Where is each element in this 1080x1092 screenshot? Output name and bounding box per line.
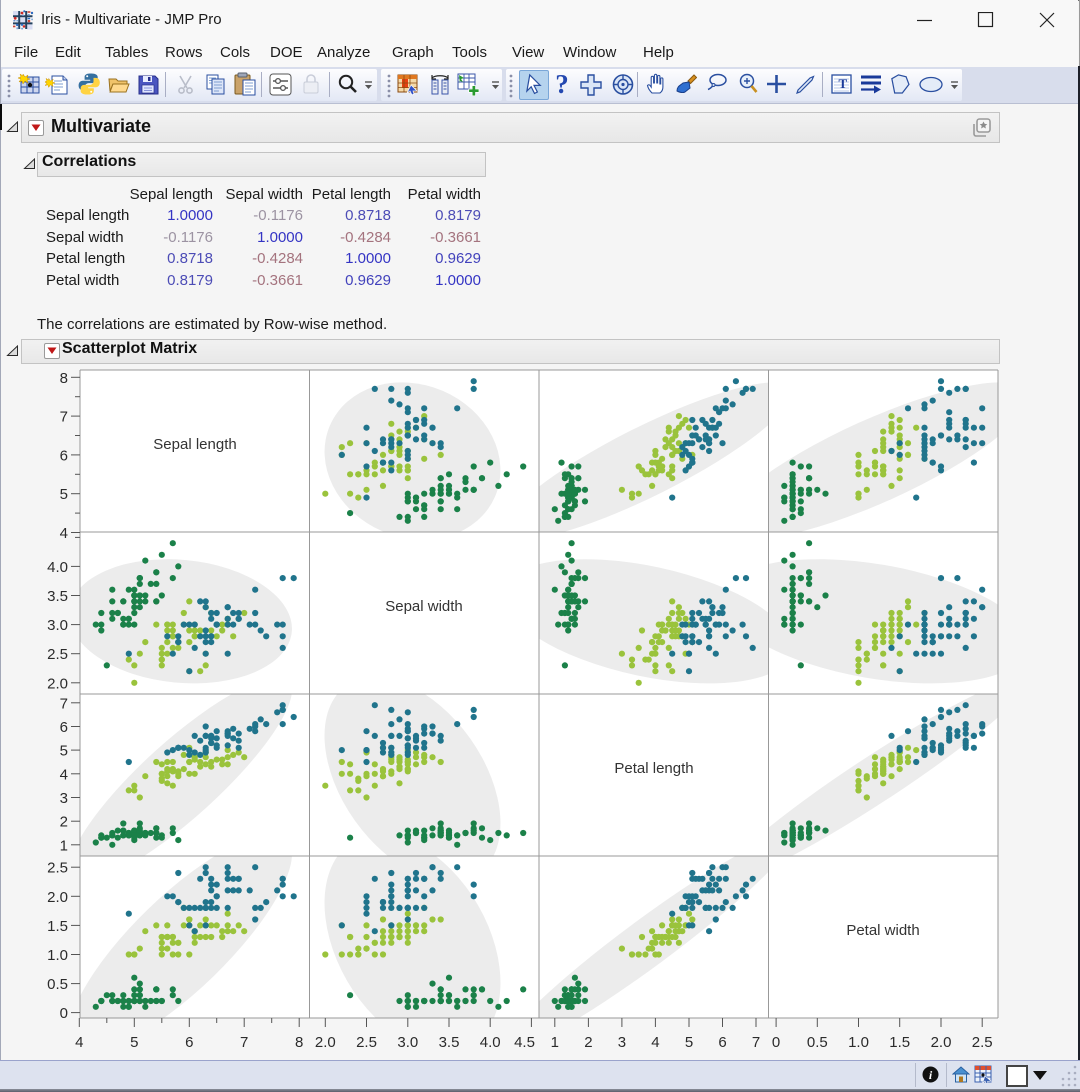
svg-text:2.5: 2.5 (356, 1034, 377, 1051)
svg-text:4.0: 4.0 (480, 1034, 501, 1051)
svg-text:1.0: 1.0 (47, 947, 68, 964)
svg-text:3: 3 (60, 790, 68, 807)
svg-text:2.0: 2.0 (315, 1034, 336, 1051)
svg-text:4: 4 (60, 766, 68, 783)
svg-text:2.0: 2.0 (931, 1034, 952, 1051)
svg-text:i: i (929, 1068, 933, 1082)
svg-text:1.5: 1.5 (47, 918, 68, 935)
svg-text:7: 7 (60, 695, 68, 712)
svg-text:5: 5 (60, 743, 68, 760)
svg-text:4.0: 4.0 (47, 559, 68, 576)
svg-text:4: 4 (75, 1034, 83, 1051)
svg-text:3: 3 (618, 1034, 626, 1051)
svg-text:2: 2 (584, 1034, 592, 1051)
svg-text:0.5: 0.5 (807, 1034, 828, 1051)
svg-text:5: 5 (60, 486, 68, 503)
svg-text:2.0: 2.0 (47, 889, 68, 906)
svg-text:2.5: 2.5 (972, 1034, 993, 1051)
svg-text:3.0: 3.0 (47, 617, 68, 634)
svg-text:3.5: 3.5 (47, 588, 68, 605)
svg-text:6: 6 (185, 1034, 193, 1051)
svg-text:6: 6 (60, 719, 68, 736)
svg-text:Petal length: Petal length (614, 760, 693, 777)
svg-text:1: 1 (551, 1034, 559, 1051)
svg-text:0.5: 0.5 (47, 976, 68, 993)
svg-text:T: T (839, 76, 848, 91)
svg-text:3.5: 3.5 (439, 1034, 460, 1051)
svg-text:3.0: 3.0 (397, 1034, 418, 1051)
svg-text:Sepal length: Sepal length (153, 436, 236, 453)
svg-text:4: 4 (651, 1034, 659, 1051)
svg-text:4: 4 (60, 525, 68, 542)
svg-text:2.5: 2.5 (47, 860, 68, 877)
svg-text:2: 2 (60, 814, 68, 831)
svg-text:8: 8 (295, 1034, 303, 1051)
svg-text:6: 6 (60, 447, 68, 464)
svg-text:7: 7 (752, 1034, 760, 1051)
svg-text:5: 5 (130, 1034, 138, 1051)
svg-text:5: 5 (685, 1034, 693, 1051)
svg-text:0: 0 (60, 1005, 68, 1022)
svg-text:8: 8 (60, 370, 68, 387)
svg-text:Petal width: Petal width (846, 922, 919, 939)
svg-text:7: 7 (60, 409, 68, 426)
svg-text:4.5: 4.5 (514, 1034, 535, 1051)
svg-text:1: 1 (60, 837, 68, 854)
svg-text:2.5: 2.5 (47, 646, 68, 663)
svg-text:1.5: 1.5 (889, 1034, 910, 1051)
svg-text:2.0: 2.0 (47, 675, 68, 692)
svg-text:1.0: 1.0 (848, 1034, 869, 1051)
svg-text:0: 0 (772, 1034, 780, 1051)
svg-text:7: 7 (240, 1034, 248, 1051)
svg-text:6: 6 (718, 1034, 726, 1051)
svg-text:Sepal width: Sepal width (385, 598, 463, 615)
